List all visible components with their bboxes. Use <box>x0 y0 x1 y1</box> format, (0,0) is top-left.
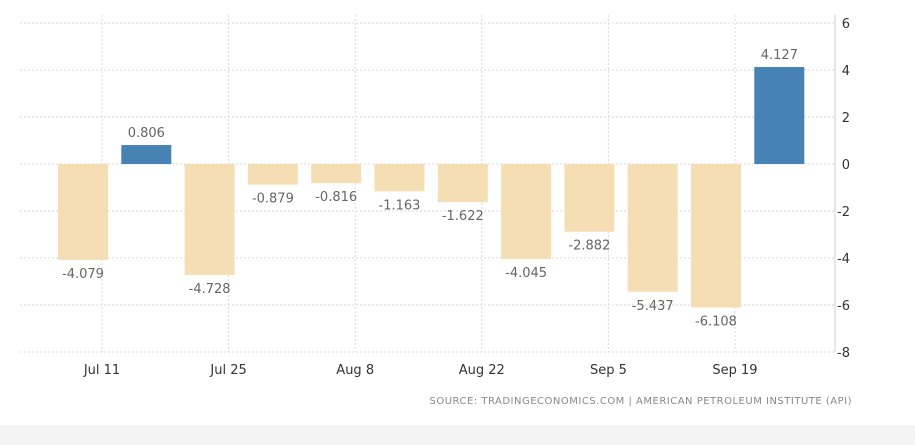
bar-value-label: -4.045 <box>505 266 547 281</box>
bar-value-label: -4.728 <box>189 282 231 297</box>
x-tick-label: Aug 22 <box>459 363 505 378</box>
bar-value-label: -0.816 <box>315 190 357 205</box>
y-tick-label: 0 <box>842 158 850 173</box>
x-tick-label: Sep 5 <box>590 363 627 378</box>
y-tick-label: -8 <box>837 346 850 361</box>
footer-strip <box>0 425 915 445</box>
bar-value-label: 0.806 <box>128 126 165 141</box>
bar <box>754 67 805 164</box>
bar <box>564 164 615 232</box>
bar-value-label: -2.882 <box>568 239 610 254</box>
bar <box>247 164 298 185</box>
bar-value-label: -4.079 <box>62 267 104 282</box>
bar <box>691 164 741 308</box>
bar <box>374 164 425 192</box>
y-tick-label: -6 <box>837 299 850 314</box>
x-tick-label: Jul 25 <box>209 363 246 378</box>
x-tick-label: Aug 8 <box>336 363 374 378</box>
bar-value-label: -6.108 <box>695 315 737 330</box>
y-tick-label: -2 <box>837 205 850 220</box>
y-tick-label: 4 <box>842 64 850 79</box>
bar <box>58 164 108 260</box>
y-tick-label: -4 <box>837 252 850 267</box>
x-tick-label: Sep 19 <box>712 363 757 378</box>
bar-value-label: -5.437 <box>632 299 674 314</box>
bar-chart: -4.079 0.806 -4.728 -0.879 -0.816 -1.163 -1.62… <box>20 15 850 378</box>
y-tick-label: 2 <box>842 111 850 126</box>
bar <box>184 164 235 276</box>
x-tick-label: Jul 11 <box>83 363 120 378</box>
bar-value-label: -1.622 <box>442 209 484 224</box>
bar-value-label: -0.879 <box>252 192 294 207</box>
bar-value-label: -1.163 <box>379 198 421 213</box>
y-tick-label: 6 <box>842 17 850 32</box>
bar <box>121 145 172 164</box>
bar-value-label: 4.127 <box>761 48 798 63</box>
bar <box>311 164 362 184</box>
chart-container: -4.079 0.806 -4.728 -0.879 -0.816 -1.163 -1.62… <box>20 15 852 407</box>
bar <box>501 164 552 260</box>
bar <box>437 164 488 203</box>
bar <box>627 164 678 292</box>
source-attribution: SOURCE: TRADINGECONOMICS.COM | AMERICAN … <box>429 396 852 407</box>
